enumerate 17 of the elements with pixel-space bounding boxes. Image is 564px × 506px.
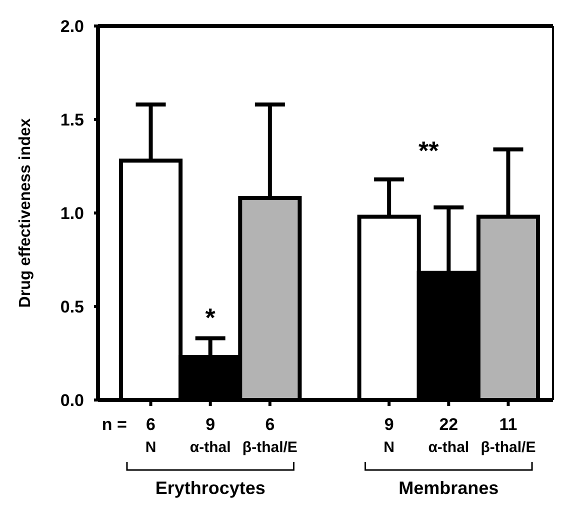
x-tick-label: 9 N <box>384 415 394 456</box>
x-tick-label: 6 β-thal/E <box>242 415 298 456</box>
y-tick-label: 1.0 <box>60 204 84 223</box>
text: Erythrocytes <box>155 478 266 498</box>
text: n = <box>102 415 128 434</box>
annotation: ** <box>418 135 440 166</box>
x-tick-label: 22 α-thal <box>428 415 470 456</box>
text: Membranes <box>398 478 499 498</box>
y-tick-label: 0.5 <box>60 297 84 316</box>
y-axis-title: Drug effectiveness index <box>17 118 34 308</box>
x-tick-label: 11 β-thal/E <box>480 415 536 456</box>
y-tick-label: 0.0 <box>60 390 84 410</box>
x-tick-label: 9 α-thal <box>190 415 231 456</box>
annotation: * <box>205 302 216 332</box>
y-tick-label: 1.5 <box>60 110 84 130</box>
x-tick-label: 6 N <box>145 415 156 456</box>
y-tick-label: 2.0 <box>60 16 84 36</box>
